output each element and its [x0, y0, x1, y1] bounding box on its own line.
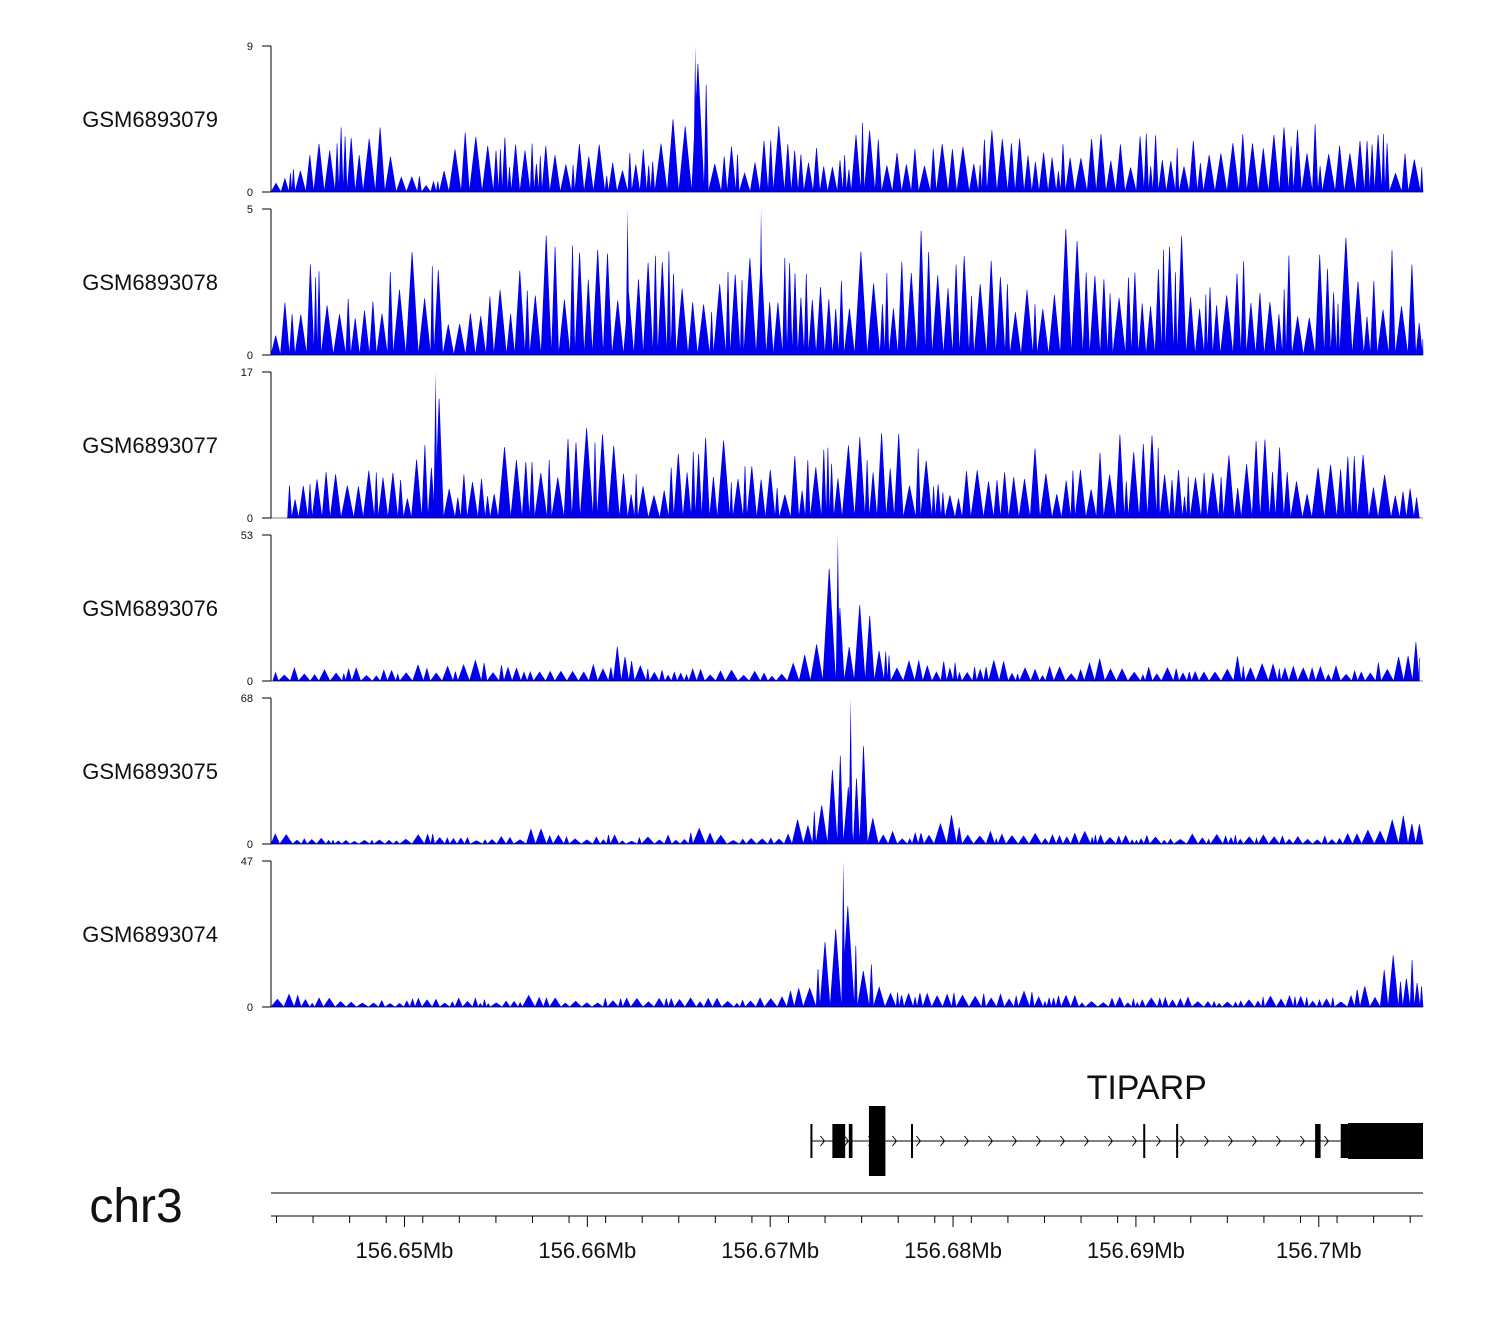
strand-arrow — [1036, 1135, 1042, 1147]
strand-arrow — [1132, 1135, 1138, 1147]
strand-arrow — [1204, 1135, 1210, 1147]
track-GSM6893077: GSM6893077 17 0 — [82, 367, 1423, 525]
strand-arrow — [940, 1135, 946, 1147]
signal-tracks: GSM689307990GSM689307850GSM6893077170GSM… — [82, 41, 1424, 1014]
y-zero-label: 0 — [247, 513, 253, 525]
signal-area — [270, 906, 1424, 1009]
x-tick-label: 156.7Mb — [1276, 1238, 1362, 1263]
strand-arrow — [1108, 1135, 1114, 1147]
exon — [1315, 1124, 1321, 1158]
strand-arrow — [1156, 1135, 1162, 1147]
track-label: GSM6893076 — [82, 596, 218, 621]
strand-arrow — [1276, 1135, 1282, 1147]
track-GSM6893079: GSM6893079 9 0 — [82, 41, 1424, 199]
exon — [832, 1124, 846, 1158]
chromosome-label: chr3 — [89, 1180, 182, 1233]
y-max-label: 68 — [241, 693, 253, 705]
signal-area — [270, 228, 1424, 356]
y-max-label: 53 — [241, 530, 253, 542]
x-tick-label: 156.69Mb — [1087, 1238, 1185, 1263]
y-zero-label: 0 — [247, 350, 253, 362]
signal-area — [270, 746, 1424, 846]
signal-peak — [625, 209, 630, 355]
y-zero-label: 0 — [247, 839, 253, 851]
track-GSM6893076: GSM6893076 53 0 — [82, 530, 1423, 688]
exon — [1340, 1124, 1349, 1158]
strand-arrow — [1228, 1135, 1234, 1147]
genome-axis: 156.65Mb 156.66Mb 156.67Mb 156.68Mb 156.69Mb… — [271, 1192, 1423, 1263]
exon — [868, 1106, 886, 1176]
y-zero-label: 0 — [247, 187, 253, 199]
signal-peak — [433, 372, 438, 518]
y-zero-label: 0 — [247, 676, 253, 688]
signal-peak — [848, 698, 853, 844]
strand-arrow — [1252, 1135, 1258, 1147]
x-tick-label: 156.68Mb — [904, 1238, 1002, 1263]
strand-arrow — [820, 1135, 826, 1147]
track-label: GSM6893074 — [82, 922, 218, 947]
signal-peak — [835, 535, 840, 681]
track-label: GSM6893079 — [82, 107, 218, 132]
strand-arrow — [1084, 1135, 1090, 1147]
exon — [810, 1124, 813, 1158]
gene-model — [810, 1106, 1423, 1176]
strand-arrow — [916, 1135, 922, 1147]
strand-arrow — [892, 1135, 898, 1147]
track-GSM6893078: GSM6893078 5 0 — [82, 204, 1424, 362]
strand-arrow — [1012, 1135, 1018, 1147]
strand-arrow — [1060, 1135, 1066, 1147]
y-zero-label: 0 — [247, 1002, 253, 1014]
track-GSM6893074: GSM6893074 47 0 — [82, 856, 1424, 1014]
strand-arrow — [964, 1135, 970, 1147]
track-label: GSM6893077 — [82, 433, 218, 458]
strand-arrow — [1324, 1135, 1330, 1147]
x-tick-label: 156.67Mb — [721, 1238, 819, 1263]
exon — [848, 1124, 853, 1158]
signal-area — [270, 63, 1424, 193]
signal-peak — [693, 46, 698, 192]
signal-peak — [759, 209, 764, 355]
strand-arrow — [1180, 1135, 1186, 1147]
exon — [911, 1124, 913, 1158]
y-max-label: 47 — [241, 856, 253, 868]
strand-arrow — [1300, 1135, 1306, 1147]
y-max-label: 9 — [247, 41, 253, 53]
y-max-label: 5 — [247, 204, 253, 216]
exon — [1348, 1123, 1423, 1159]
track-GSM6893075: GSM6893075 68 0 — [82, 693, 1424, 851]
track-label: GSM6893075 — [82, 759, 218, 784]
y-max-label: 17 — [241, 367, 253, 379]
x-tick-label: 156.66Mb — [538, 1238, 636, 1263]
signal-area — [287, 398, 1420, 519]
gene-track: TIPARP — [810, 1069, 1423, 1176]
strand-arrow — [844, 1135, 850, 1147]
strand-arrow — [988, 1135, 994, 1147]
gene-label: TIPARP — [1087, 1069, 1207, 1107]
track-label: GSM6893078 — [82, 270, 218, 295]
x-tick-label: 156.65Mb — [356, 1238, 454, 1263]
signal-peak — [841, 861, 846, 1007]
exon — [1176, 1124, 1179, 1158]
exon — [1143, 1124, 1146, 1158]
signal-area — [272, 568, 1420, 683]
